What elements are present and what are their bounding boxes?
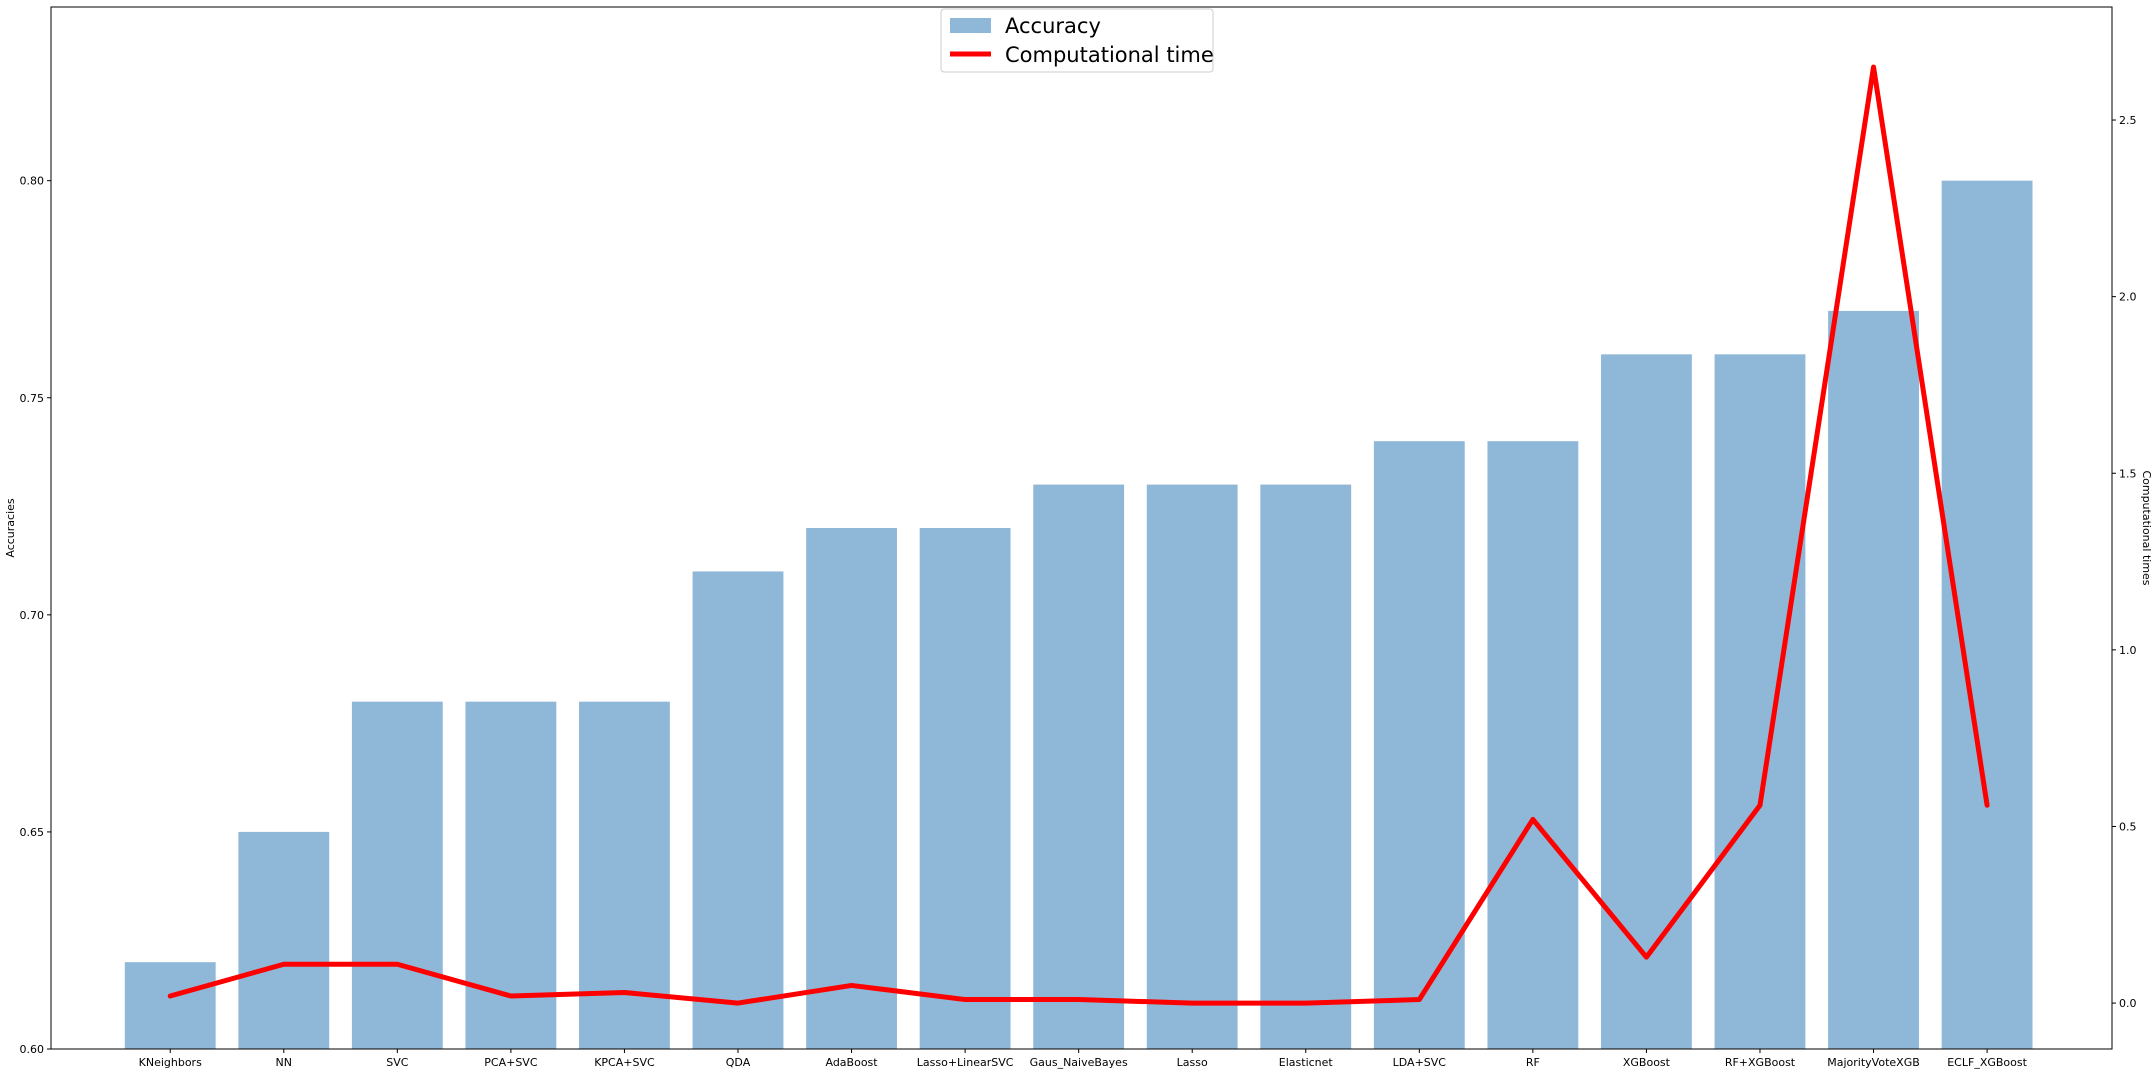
bar-lda-svc [1373,441,1465,1050]
x-tick-label: XGBoost [1623,1056,1671,1069]
legend: Accuracy Computational time [940,8,1214,73]
y-tick-label: 0.75 [20,392,45,405]
bar-kneighbors [124,962,216,1049]
point-elasticnet [1305,1002,1307,1004]
bar-adaboost [806,528,897,1049]
bar-xgboost [1601,354,1692,1049]
legend-label-computational-time: Computational time [1005,43,1214,67]
computational-time-line [167,64,1990,1006]
legend-box [940,8,1214,73]
bar-gaus-naivebayes [1033,484,1125,1049]
point-svc [396,963,398,965]
point-majorityvotexgb [1873,66,1875,68]
point-xgboost [1645,956,1647,958]
point-eclf-xgboost [1986,804,1988,806]
plot-area [50,6,2113,1050]
x-tick-label: SVC [386,1056,409,1069]
bar-rf [1487,441,1579,1050]
y-tick-label: 0.60 [20,1043,45,1056]
y-axis-left: 0.60 0.65 0.70 0.75 0.80 [20,175,51,1056]
point-lasso-linearsvc [964,999,966,1001]
x-tick-label: Lasso+LinearSVC [917,1056,1014,1069]
bars [124,180,2033,1050]
point-rf [1532,818,1534,820]
x-tick-label: ECLF_XGBoost [1947,1056,2027,1069]
x-tick-label: RF+XGBoost [1725,1056,1796,1069]
bar-svc [351,701,443,1049]
y-axis-right: 0.0 0.5 1.0 1.5 2.0 2.5 [2112,114,2137,1010]
point-gaus-naivebayes [1078,999,1080,1001]
x-tick-label: KPCA+SVC [594,1056,655,1069]
y-tick-label: 0.65 [20,826,45,839]
point-rf-xgboost [1759,804,1761,806]
y-axis-label-right: Computational times [2140,470,2152,585]
x-tick-label: LDA+SVC [1393,1056,1447,1069]
x-tick-label: Elasticnet [1279,1056,1334,1069]
bar-qda [692,571,784,1049]
x-axis: KNeighbors NN SVC PCA+SVC KPCA+SVC QDA AdaBoos… [139,1049,2028,1069]
x-tick-label: Lasso [1177,1056,1208,1069]
x-tick-label: RF [1526,1056,1540,1069]
bar-lasso-linearsvc [919,528,1011,1049]
bar-lasso [1146,484,1238,1049]
x-tick-label: KNeighbors [139,1056,202,1069]
x-tick-label: PCA+SVC [484,1056,538,1069]
y-tick-label: 0.70 [20,609,45,622]
y-axis-label-left: Accuracies [4,498,17,558]
x-tick-label: MajorityVoteXGB [1827,1056,1920,1069]
y-right-tick-label: 2.5 [2119,114,2137,127]
bar-rf-xgboost [1714,354,1806,1049]
point-kneighbors [169,995,171,997]
legend-swatch-accuracy [950,18,991,33]
x-tick-label: Gaus_NaiveBayes [1030,1056,1128,1069]
y-right-tick-label: 0.5 [2119,820,2137,833]
y-tick-label: 0.80 [20,175,45,188]
x-tick-label: QDA [726,1056,751,1069]
y-right-tick-label: 0.0 [2119,997,2137,1010]
bar-pca-svc [465,701,557,1049]
point-nn [283,963,285,965]
bar-majorityvotexgb [1828,310,1919,1050]
legend-label-accuracy: Accuracy [1005,14,1101,38]
bar-elasticnet [1260,484,1352,1049]
x-tick-label: AdaBoost [825,1056,878,1069]
y-right-tick-label: 1.0 [2119,644,2137,657]
x-tick-label: NN [276,1056,292,1069]
y-right-tick-label: 2.0 [2119,291,2137,304]
point-lasso [1191,1002,1193,1004]
point-adaboost [851,984,853,986]
y-right-tick-label: 1.5 [2119,467,2137,480]
point-pca-svc [510,995,512,997]
point-kpca-svc [623,991,625,993]
bar-nn [238,831,330,1049]
point-lda-svc [1418,999,1420,1001]
point-qda [737,1002,739,1004]
